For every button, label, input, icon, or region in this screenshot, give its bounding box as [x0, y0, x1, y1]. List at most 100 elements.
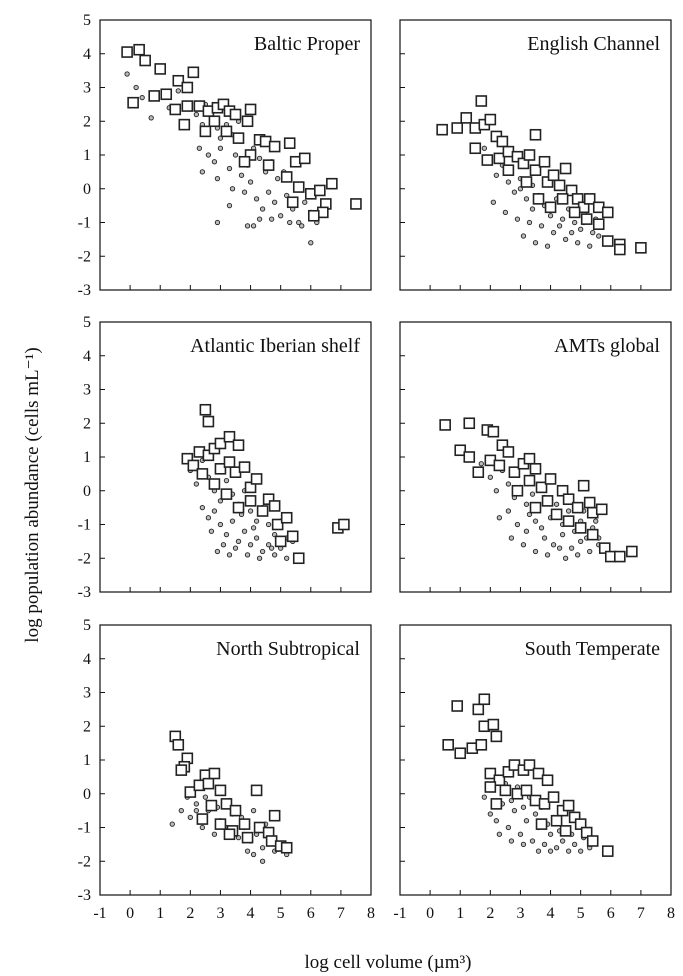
circle-point [229, 186, 236, 192]
square-point [475, 739, 488, 751]
square-point [187, 459, 200, 472]
circle-point [496, 831, 503, 837]
circle-point [302, 199, 308, 205]
circle-point [559, 838, 566, 844]
circle-point [199, 504, 206, 511]
circle-point [259, 845, 266, 851]
chart-panel: -3 -2 -1 0 1 2 3 4 5 Baltic Proper [78, 12, 372, 299]
circle-point [202, 794, 209, 800]
y-axis-title: log population abundance (cells mL⁻¹) [22, 347, 43, 642]
circle-point [214, 219, 221, 226]
square-series [439, 417, 638, 563]
circle-point [284, 555, 290, 561]
square-point [214, 818, 227, 830]
circle-series [481, 780, 593, 854]
circle-point [575, 552, 581, 558]
square-point [326, 177, 338, 190]
circle-point [505, 179, 512, 185]
square-point [286, 530, 299, 543]
square-point [187, 66, 200, 79]
square-series [436, 95, 647, 256]
circle-point [229, 518, 236, 524]
circle-point [211, 831, 218, 837]
square-point [523, 759, 536, 771]
square-point [601, 845, 614, 857]
circle-point [520, 542, 527, 548]
circle-point [253, 535, 260, 541]
circle-point [226, 165, 233, 172]
circle-point [223, 477, 230, 484]
circle-point [205, 152, 212, 158]
circle-point [244, 552, 251, 558]
square-point [280, 841, 293, 854]
circle-point [541, 535, 548, 541]
circle-point [196, 145, 203, 151]
circle-point [523, 818, 530, 824]
square-point [214, 437, 227, 450]
circle-point [514, 216, 521, 222]
circle-point [175, 88, 181, 94]
y-tick-label: 2 [83, 113, 91, 130]
square-point [571, 193, 584, 205]
square-point [568, 206, 581, 219]
circle-point [250, 525, 257, 531]
circle-point [253, 196, 260, 202]
x-tick-label: 8 [667, 905, 675, 922]
square-point [598, 542, 611, 554]
circle-point [226, 202, 233, 209]
circle-point [268, 216, 275, 222]
square-point [262, 159, 275, 171]
x-tick-label: 5 [577, 905, 585, 922]
y-tick-label: 0 [83, 181, 91, 198]
square-point [541, 176, 554, 188]
y-tick-label: -3 [78, 887, 91, 904]
circle-point [214, 175, 221, 182]
square-point [577, 479, 590, 492]
circle-point [247, 179, 254, 185]
circle-point [487, 474, 493, 480]
square-point [205, 799, 218, 812]
circle-point [241, 528, 248, 534]
square-point [532, 767, 545, 780]
square-point [493, 774, 506, 787]
square-point [292, 181, 305, 193]
circle-point [556, 545, 563, 551]
square-point [550, 814, 563, 827]
square-point [178, 118, 191, 131]
chart-panel: -3 -2 -1 0 1 2 3 4 5 -1 0 1 2 3 4 5 6 7 8 North Subtropical [78, 617, 375, 922]
square-point [451, 700, 464, 712]
square-point [580, 826, 593, 839]
circle-point [587, 548, 593, 555]
circle-point [520, 841, 527, 848]
square-point [307, 209, 320, 222]
square-point [481, 154, 494, 166]
circle-series [169, 794, 290, 864]
square-point [523, 474, 536, 487]
square-point [571, 501, 584, 514]
square-point [475, 95, 488, 107]
square-point [244, 103, 257, 116]
circle-point [505, 481, 512, 487]
y-tick-label: 4 [83, 651, 91, 668]
square-point [196, 813, 209, 825]
circle-point [199, 169, 206, 175]
x-tick-label: 2 [486, 905, 494, 922]
circle-point [502, 209, 509, 216]
circle-point [193, 801, 200, 807]
circle-point [259, 206, 266, 212]
square-point [214, 784, 227, 797]
square-point [614, 550, 626, 563]
panel-title: South Temperate [525, 638, 661, 660]
circle-point [478, 461, 484, 467]
square-point [223, 430, 236, 443]
square-point [553, 179, 566, 192]
y-tick-label: -2 [78, 550, 91, 567]
circle-point [538, 525, 545, 531]
square-point [154, 63, 167, 75]
circle-point [511, 807, 518, 814]
plot-frame [99, 321, 372, 593]
square-point [238, 461, 251, 473]
circle-point [241, 189, 248, 195]
square-point [250, 473, 263, 485]
circle-point [523, 528, 530, 534]
